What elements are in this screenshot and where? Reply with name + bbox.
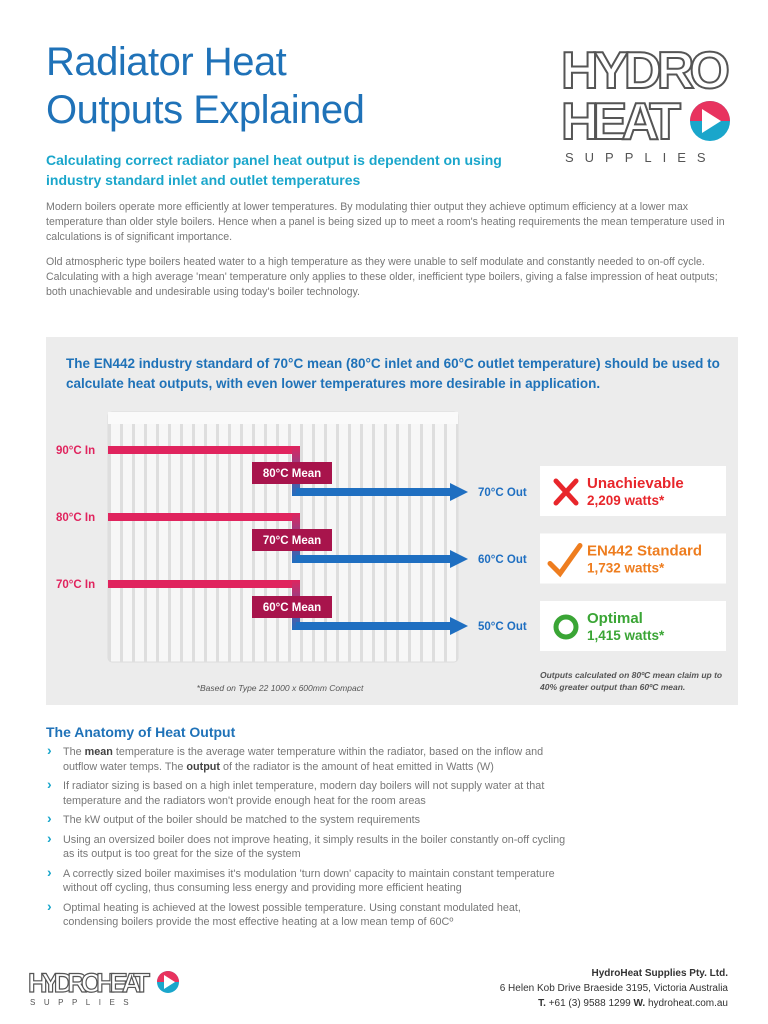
inlet-label: 80°C In bbox=[56, 512, 95, 524]
mean-box bbox=[252, 596, 332, 618]
result-watts: 1,415 watts* bbox=[587, 628, 665, 643]
section-heading: The Anatomy of Heat Output bbox=[46, 724, 236, 740]
arrow-head bbox=[450, 483, 468, 501]
result-label: Optimal bbox=[587, 610, 643, 627]
result-watts: 2,209 watts* bbox=[587, 493, 665, 508]
bullet-text: The kW output of the boiler should be ma… bbox=[63, 814, 421, 826]
result-label: Unachievable bbox=[587, 475, 684, 492]
result-box bbox=[540, 601, 726, 651]
logo-icon bbox=[690, 101, 730, 121]
bullet-text: output bbox=[186, 760, 220, 773]
phone-label: T. bbox=[538, 998, 546, 1009]
footer-logo: HYDROHEAT SUPPLIES bbox=[28, 967, 179, 1007]
logo-line: HEAT bbox=[561, 93, 681, 151]
bullet-text: temperature is the average water tempera… bbox=[63, 746, 544, 773]
title-line: Outputs Explained bbox=[46, 88, 365, 132]
bullet: Using an oversized boiler does not impro… bbox=[46, 831, 726, 862]
bullet: If radiator sizing is based on a high in… bbox=[46, 777, 726, 808]
inlet-label: 90°C In bbox=[56, 445, 95, 457]
paragraph: Modern boilers operate more efficiently … bbox=[46, 201, 725, 243]
bullet-text: If radiator sizing is based on a high in… bbox=[63, 780, 545, 807]
contact-line: T. +61 (3) 9588 1299 W. hydroheat.com.au bbox=[500, 996, 728, 1011]
bullet-text: A correctly sized boiler maximises it's … bbox=[63, 867, 555, 895]
diagram: *Based on Type 22 1000 x 600mm Compact 9… bbox=[56, 411, 726, 693]
bullet-text: mean bbox=[84, 746, 113, 758]
bullet: The mean temperature is the average wate… bbox=[46, 743, 726, 774]
outlet-label: 60°C Out bbox=[478, 554, 527, 566]
arrow-head bbox=[450, 550, 468, 568]
footer-contact: HydroHeat Supplies Pty. Ltd. 6 Helen Kob… bbox=[500, 966, 728, 1011]
bullet-text: Optimal heating is achieved at the lowes… bbox=[63, 901, 521, 929]
result-watts: 1,732 watts* bbox=[587, 561, 665, 576]
diagram-heading: The EN442 industry standard of 70°C mean… bbox=[66, 356, 720, 391]
footer-logo-tagline: SUPPLIES bbox=[30, 998, 137, 1007]
bullet: The kW output of the boiler should be ma… bbox=[46, 811, 726, 828]
company: HydroHeat Supplies Pty. Ltd. bbox=[591, 968, 729, 979]
bullet-text: The bbox=[63, 746, 85, 758]
logo-tagline: SUPPLIES bbox=[565, 150, 717, 165]
mean-label: 80°C Mean bbox=[263, 468, 321, 480]
inlet-label: 70°C In bbox=[56, 579, 95, 591]
logo: HYDRO HEAT SUPPLIES bbox=[560, 41, 731, 165]
radiator-top bbox=[108, 412, 458, 424]
phone: +61 (3) 9588 1299 bbox=[548, 998, 631, 1009]
arrow-head bbox=[450, 617, 468, 635]
paragraph: Old atmospheric type boilers heated wate… bbox=[46, 256, 718, 298]
bullet: Optimal heating is achieved at the lowes… bbox=[46, 899, 726, 930]
title: Radiator Heat Outputs Explained bbox=[46, 38, 365, 134]
result-box bbox=[540, 466, 726, 516]
footer-logo-name: HYDROHEAT bbox=[28, 968, 151, 998]
tick-icon bbox=[547, 543, 583, 578]
mean-label: 70°C Mean bbox=[263, 535, 321, 547]
outlet-label: 70°C Out bbox=[478, 487, 527, 499]
footnote: *Based on Type 22 1000 x 600mm Compact bbox=[197, 683, 364, 693]
logo-icon bbox=[702, 109, 721, 133]
web: hydroheat.com.au bbox=[647, 998, 728, 1009]
logo-icon bbox=[164, 975, 175, 989]
note: Outputs calculated on 80ºC mean claim up… bbox=[540, 670, 723, 692]
title-line: Radiator Heat bbox=[46, 40, 287, 84]
ok-icon bbox=[553, 614, 579, 640]
result-label: EN442 Standard bbox=[587, 543, 702, 560]
mean-box bbox=[252, 529, 332, 551]
subtitle: Calculating correct radiator panel heat … bbox=[46, 152, 502, 188]
outlet-label: 50°C Out bbox=[478, 621, 527, 633]
bullet-list: The mean temperature is the average wate… bbox=[46, 743, 726, 935]
web-label: W. bbox=[633, 998, 646, 1009]
bullet-text: Using an oversized boiler does not impro… bbox=[63, 833, 566, 861]
logo-icon bbox=[157, 971, 179, 982]
logo-line: HYDRO bbox=[561, 42, 729, 100]
mean-label: 60°C Mean bbox=[263, 602, 321, 614]
bullet-text: of the radiator is the amount of heat em… bbox=[220, 760, 494, 773]
address: 6 Helen Kob Drive Braeside 3195, Victori… bbox=[499, 983, 728, 994]
cross-icon bbox=[553, 478, 579, 506]
mean-box bbox=[252, 462, 332, 484]
bullet: A correctly sized boiler maximises it's … bbox=[46, 865, 726, 896]
